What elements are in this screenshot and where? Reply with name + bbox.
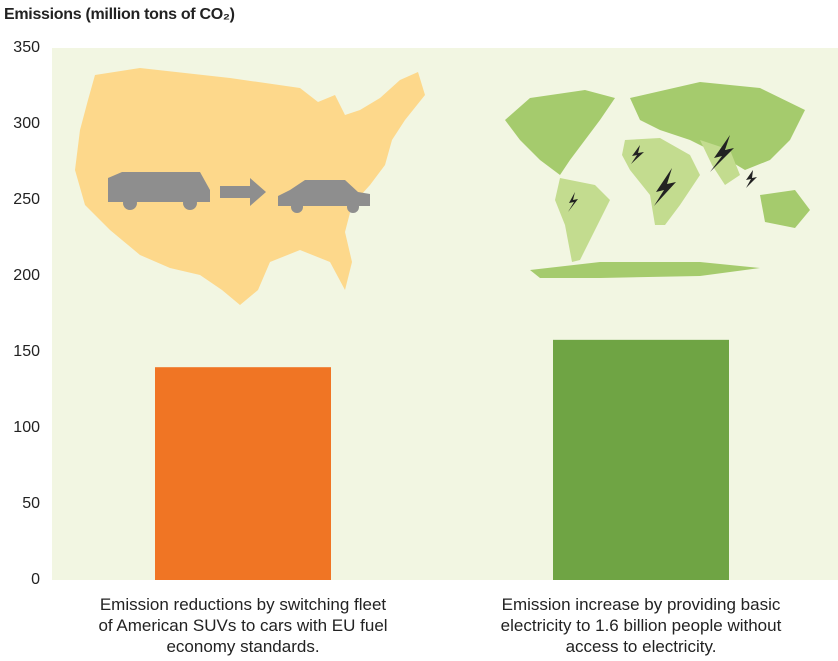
bar [155, 367, 331, 580]
y-tick-label: 250 [13, 191, 40, 208]
us-map-illustration [75, 68, 425, 305]
bar [553, 339, 729, 580]
chart-title: Emissions (million tons of CO₂) [4, 6, 235, 23]
y-tick-label: 350 [13, 39, 40, 56]
category-label: Emission increase by providing basic ele… [500, 595, 782, 656]
y-tick-label: 300 [13, 115, 40, 132]
y-tick-label: 200 [13, 267, 40, 284]
y-tick-label: 100 [13, 419, 40, 436]
world-map-illustration [505, 82, 810, 278]
y-tick-label: 150 [13, 343, 40, 360]
y-tick-label: 50 [22, 495, 40, 512]
y-tick-label: 0 [31, 571, 40, 588]
category-label: Emission reductions by switching fleet o… [98, 595, 388, 656]
